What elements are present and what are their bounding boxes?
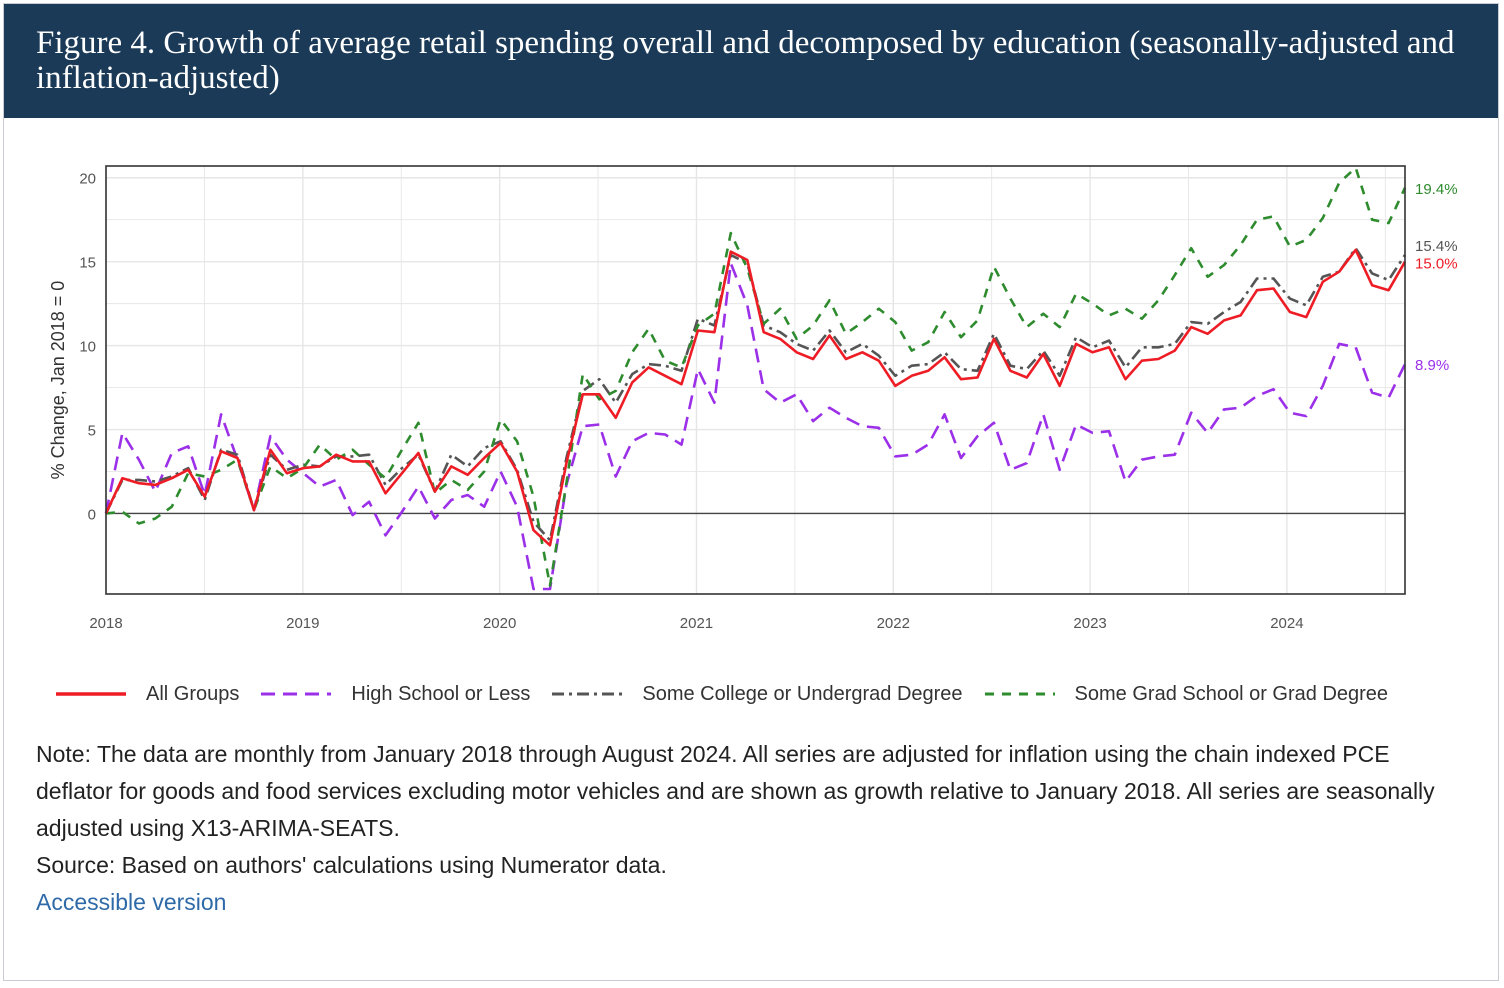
legend-swatch-longdash-icon [984, 692, 1055, 696]
accessible-version-link[interactable]: Accessible version [36, 889, 227, 915]
y-axis-label: % Change, Jan 2018 = 0 [48, 281, 68, 480]
legend-swatch-solid-icon [56, 692, 126, 696]
x-tick-label: 2022 [877, 615, 910, 632]
series-line-some-grad-school-or-grad-degree [105, 166, 1407, 587]
figure-title: Figure 4. Growth of average retail spend… [36, 25, 1455, 96]
legend-item-grad: Some Grad School or Grad Degree [983, 682, 1389, 706]
legend-swatch-dash-icon [261, 692, 332, 696]
x-tick-label: 2020 [483, 615, 516, 632]
legend-label: High School or Less [351, 682, 531, 705]
figure-header: Figure 4. Growth of average retail spend… [4, 4, 1498, 118]
line-chart: 0 5 10 15 20 2018 2019 2020 2021 2022 2023 2024 % Ch… [48, 165, 1458, 632]
legend-item-some-college: Some College or Undergrad Degree [550, 682, 963, 706]
y-tick-label: 10 [79, 339, 96, 356]
x-tick-label: 2019 [286, 615, 319, 632]
y-tick-label: 20 [79, 171, 96, 188]
series-line-high-school-or-less [104, 262, 1407, 591]
end-value-label: 15.4% [1415, 238, 1458, 255]
x-tick-label: 2018 [89, 615, 122, 632]
end-value-label: 19.4% [1415, 181, 1458, 198]
end-value-label: 8.9% [1415, 357, 1449, 374]
x-tick-label: 2024 [1270, 615, 1303, 632]
x-tick-label: 2021 [680, 615, 713, 632]
source-text: Source: Based on authors' calculations u… [36, 852, 667, 878]
figure-container: Figure 4. Growth of average retail spend… [3, 3, 1499, 981]
end-value-label: 15.0% [1415, 256, 1458, 273]
figure-notes: Note: The data are monthly from January … [36, 736, 1456, 921]
y-tick-label: 15 [79, 255, 96, 272]
legend-label: Some Grad School or Grad Degree [1074, 682, 1389, 705]
series-line-all-groups [104, 248, 1407, 547]
plot-border [105, 165, 1406, 595]
legend-item-all-groups: All Groups [54, 683, 239, 706]
legend-swatch-dashdot-icon [552, 692, 623, 696]
chart-legend: All Groups High School or Less Some Coll… [54, 676, 1408, 712]
y-tick-label: 5 [88, 423, 96, 440]
legend-label: Some College or Undergrad Degree [642, 682, 963, 705]
legend-label: All Groups [146, 682, 240, 705]
y-tick-label: 0 [88, 506, 96, 523]
legend-item-high-school: High School or Less [259, 683, 530, 706]
note-text: Note: The data are monthly from January … [36, 741, 1435, 841]
x-tick-label: 2023 [1073, 615, 1106, 632]
